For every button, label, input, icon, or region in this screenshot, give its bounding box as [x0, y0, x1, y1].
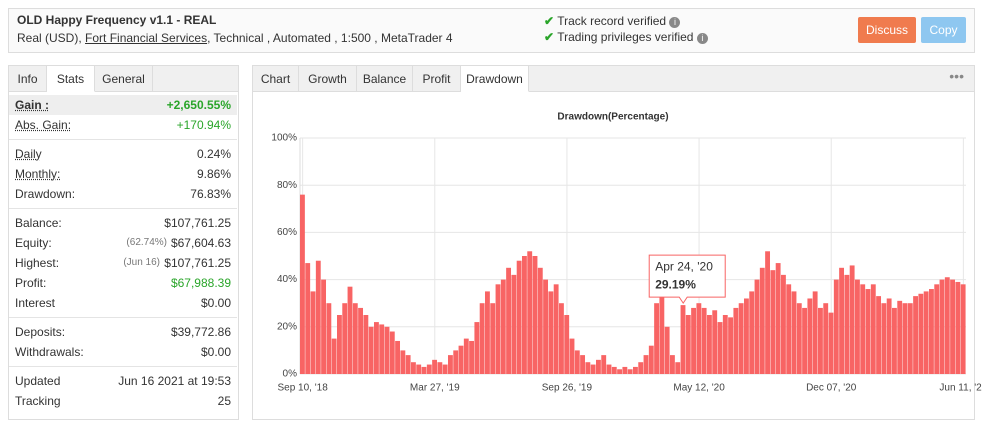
stat-label: Abs. Gain: [15, 118, 72, 132]
copy-button[interactable]: Copy [921, 17, 966, 43]
stat-row: Monthly: 9.86% [9, 164, 237, 184]
separator [9, 366, 237, 367]
stat-note: (62.74%) [126, 237, 167, 248]
stat-value: +170.94% [176, 118, 231, 132]
stat-value: 76.83% [190, 187, 231, 201]
tab[interactable]: Balance [357, 66, 413, 92]
broker-link[interactable]: Fort Financial Services [85, 31, 208, 45]
separator [9, 317, 237, 318]
tab[interactable]: Stats [47, 66, 95, 92]
verified-2: ✔ Trading privileges verified i [544, 30, 708, 44]
stat-row: Tracking 25 [9, 391, 237, 411]
separator [9, 139, 237, 140]
stat-row: Deposits: $39,772.86 [9, 322, 237, 342]
tab[interactable]: Growth [299, 66, 357, 92]
stat-row: Profit: $67,988.39 [9, 273, 237, 293]
stat-value: $107,761.25 [164, 216, 231, 230]
stat-value: $67,988.39 [170, 276, 231, 290]
stat-row: Abs. Gain: +170.94% [9, 115, 237, 135]
stat-row: Equity: $67,604.63 (62.74%) [9, 233, 237, 253]
subtitle-start: Real (USD), [17, 31, 82, 45]
stat-label: Gain : [15, 98, 50, 112]
stat-label: Profit: [15, 276, 47, 290]
tab-bar: Chart Growth Balance Profit Drawdown [253, 66, 974, 92]
stat-label: Withdrawals: [15, 345, 84, 359]
verified-text: Track record verified [557, 14, 667, 28]
stat-row: Interest $0.00 [9, 293, 237, 313]
verified-1: ✔ Track record verified i [544, 14, 681, 28]
stat-row: Gain : +2,650.55% [9, 95, 237, 115]
stat-label: Updated [15, 374, 61, 388]
stat-value: 9.86% [196, 167, 231, 181]
stat-label: Balance: [15, 216, 62, 230]
tab[interactable]: General [95, 66, 153, 92]
stat-note: (Jun 16) [123, 257, 160, 268]
stat-label: Interest [15, 296, 56, 310]
tab[interactable]: Drawdown [461, 66, 529, 92]
stat-label: Drawdown: [15, 187, 76, 201]
stat-label: Highest: [15, 256, 60, 270]
tab[interactable]: Info [9, 66, 47, 92]
stat-value: $67,604.63 [170, 236, 231, 250]
stat-label: Monthly: [15, 167, 61, 181]
stat-row: Daily 0.24% [9, 144, 237, 164]
tab[interactable]: Profit [413, 66, 461, 92]
stat-value: $107,761.25 [164, 256, 231, 270]
subtitle-end: , Technical , Automated , 1:500 , MetaTr… [207, 31, 453, 45]
stat-value: $0.00 [200, 345, 231, 359]
subtitle: Real (USD), Fort Financial Services, Tec… [17, 31, 453, 45]
stat-value: $0.00 [200, 296, 231, 310]
tab[interactable]: Chart [253, 66, 299, 92]
stat-row: Updated Jun 16 2021 at 19:53 [9, 371, 237, 391]
stat-label: Tracking [15, 394, 61, 408]
separator [9, 208, 237, 209]
stat-value: Jun 16 2021 at 19:53 [118, 374, 231, 388]
stat-label: Daily [15, 147, 42, 161]
stats-panel: Info Stats General Gain : +2,650.55% Abs. Ga… [8, 65, 239, 420]
stat-row: Balance: $107,761.25 [9, 213, 237, 233]
verified-text: Trading privileges verified [557, 30, 694, 44]
stat-label: Equity: [15, 236, 52, 250]
stat-label: Deposits: [15, 325, 66, 339]
stat-row: Withdrawals: $0.00 [9, 342, 237, 362]
system-title: OLD Happy Frequency v1.1 - REAL [17, 13, 217, 27]
stat-row: Highest: $107,761.25 (Jun 16) [9, 253, 237, 273]
menu-icon[interactable]: ••• [949, 68, 964, 84]
stat-row: Drawdown: 76.83% [9, 184, 237, 204]
stat-value: +2,650.55% [166, 98, 231, 112]
stat-value: 0.24% [196, 147, 231, 161]
tab-bar: Info Stats General [9, 66, 238, 92]
stat-value: 25 [217, 394, 231, 408]
chart-panel: Chart Growth Balance Profit Drawdown ••• [252, 65, 975, 420]
discuss-button[interactable]: Discuss [858, 17, 916, 43]
stat-value: $39,772.86 [170, 325, 231, 339]
header: OLD Happy Frequency v1.1 - REAL Real (US… [8, 8, 975, 53]
